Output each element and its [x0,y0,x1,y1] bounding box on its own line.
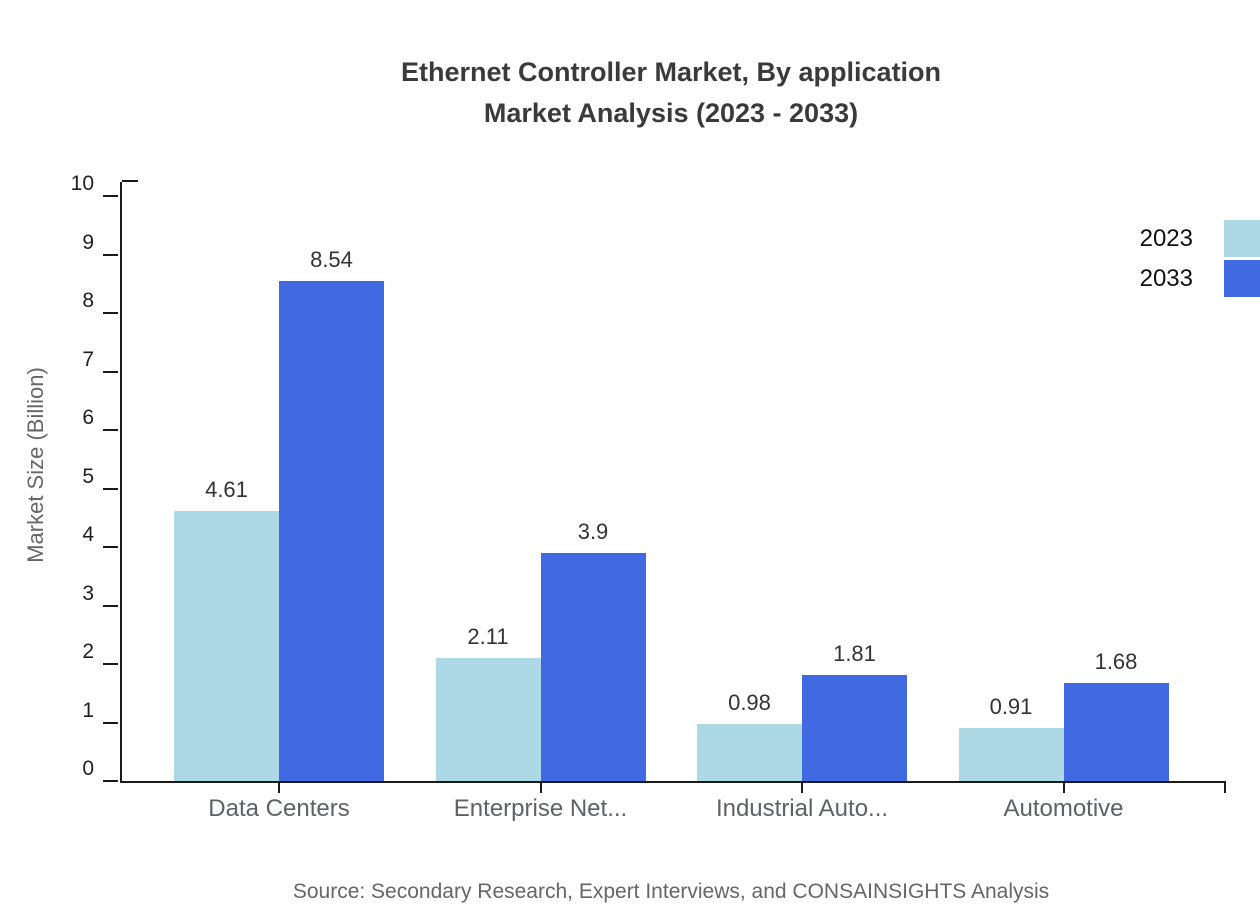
x-axis-category-label: Automotive [1003,795,1124,822]
legend-label: 2023 [1139,224,1193,252]
plot-area: 0 1 2 3 4 5 6 7 8 9 10 4.61 8.54 Data Centers 2.11 3.9 E… [71,172,1226,822]
y-axis-tick-label: 6 [82,406,94,429]
y-axis-tick-label: 10 [70,172,94,195]
y-axis-tick-mark [103,195,118,197]
x-axis-tick-mark [1062,781,1065,793]
y-axis-tick-mark [103,721,118,724]
y-axis-title: Market Size (Billion) [23,367,48,563]
legend: 2023 2033 [1060,220,1260,300]
bar-value-label: 1.68 [1094,648,1138,674]
x-axis-tick-mark [801,781,803,793]
y-axis-tick-label: 1 [82,698,94,722]
source-note: Source: Secondary Research, Expert Inter… [292,880,1050,903]
bar-2023 [958,727,1064,781]
bar-2033 [1063,682,1169,781]
y-axis-tick-label: 2 [82,640,94,663]
y-axis-tick-mark [103,604,118,607]
y-axis-tick-mark [103,780,118,782]
bar-value-label: 8.54 [310,247,353,273]
y-axis-tick-label: 0 [82,757,94,780]
chart-title-line2: Market Analysis (2023 - 2033) [483,98,859,128]
x-axis-category-label: Enterprise Net... [453,795,628,822]
chart-title-line1: Ethernet Controller Market, By applicati… [400,57,942,87]
y-axis-tick-label: 9 [82,230,94,254]
y-axis-tick-mark [103,312,118,314]
y-axis-tick-label: 8 [82,289,94,312]
legend-item-2023: 2023 [1060,220,1260,257]
y-axis-top-cap [122,180,138,182]
x-axis-category-label: Data Centers [208,795,350,822]
bar-2033 [540,552,646,781]
y-axis-tick-mark [103,663,118,665]
y-axis-tick-label: 3 [82,581,94,605]
bar-2033 [279,281,384,781]
y-axis-tick-mark [103,429,118,431]
chart-title: Ethernet Controller Market, By applicati… [120,52,1222,134]
y-axis-tick-label: 5 [82,464,94,488]
x-axis-tick-mark [278,781,280,793]
bar-value-label: 0.98 [728,689,771,715]
legend-swatch [1224,220,1260,257]
x-axis-tick-mark [539,781,542,793]
y-axis-tick-label: 7 [82,347,94,371]
bar-value-label: 4.61 [205,477,248,503]
y-axis-tick-label: 4 [82,523,94,546]
y-axis-tick-mark [103,253,118,256]
legend-swatch [1224,260,1260,297]
x-axis-right-cap [1224,781,1226,793]
y-axis-tick-mark [103,370,118,373]
legend-item-2033: 2033 [1060,260,1260,297]
y-axis-tick-mark [103,546,118,548]
bar-2023 [174,511,279,781]
bar-value-label: 0.91 [989,693,1033,719]
bar-value-label: 3.9 [577,518,609,544]
bar-value-label: 1.81 [833,641,876,667]
y-axis-tick-mark [103,487,118,490]
x-axis-category-label: Industrial Auto... [715,795,889,822]
bar-2023 [435,657,541,781]
bar-2033 [802,675,907,781]
bar-2023 [697,723,802,781]
legend-label: 2033 [1139,264,1193,292]
bar-value-label: 2.11 [467,623,509,649]
